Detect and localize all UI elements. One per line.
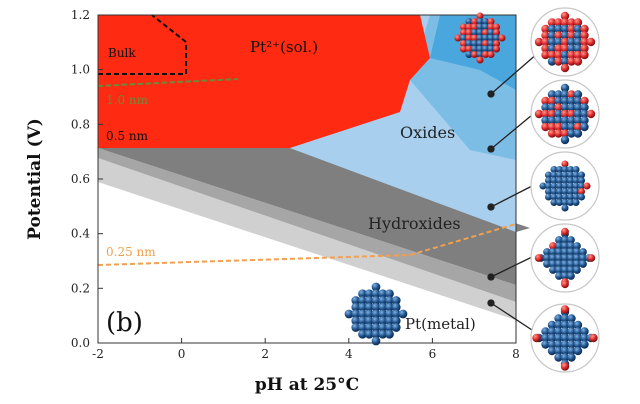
pt-cluster-hydroxide-icon (539, 160, 591, 212)
pt-cluster-oxide-partial-icon (534, 83, 596, 145)
y-tick-label: 0.0 (71, 336, 90, 350)
pt-cluster-metal-icon (532, 305, 598, 371)
x-tick-label: 6 (429, 347, 437, 361)
y-tick-label: 0.2 (71, 281, 90, 295)
hydroxides-label: Hydroxides (368, 214, 461, 233)
x-axis-title: pH at 25°C (255, 375, 359, 395)
pt-cluster-metal-inset-icon (344, 282, 408, 346)
hydroxide-mid-band (98, 148, 516, 302)
nm-0-5-label: 0.5 nm (106, 129, 149, 143)
bulk-label: Bulk (108, 46, 136, 60)
y-tick-label: 1.0 (71, 63, 90, 77)
nm-1-0-boundary-line (97, 78, 239, 87)
cluster-leaders (487, 52, 539, 331)
dissolved-label: Pt²⁺(sol.) (250, 38, 318, 56)
nm-1-0-label: 1.0 nm (106, 93, 149, 107)
dissolved-region (98, 15, 430, 148)
pt-cluster-top-icon (454, 12, 506, 64)
nm-0-25-boundary-line (97, 223, 517, 266)
cluster-frames (530, 7, 600, 373)
bulk-boundary-line (98, 14, 187, 75)
x-tick-label: 0 (178, 347, 186, 361)
y-tick-labels: 0.0 0.2 0.4 0.6 0.8 1.0 1.2 (71, 8, 90, 350)
y-tick-label: 0.8 (71, 117, 90, 131)
nm-0-25-label: 0.25 nm (106, 245, 156, 259)
hydroxide-light-band (98, 158, 516, 320)
metal-label: Pt(metal) (405, 315, 476, 333)
pt-cluster-oxide-rich-icon (534, 11, 596, 73)
hydroxide-dark-band (98, 148, 516, 285)
y-tick-label: 0.6 (71, 172, 90, 186)
x-tick-label: 8 (512, 347, 520, 361)
cluster-icons (344, 11, 598, 371)
y-tick-label: 0.4 (71, 227, 90, 241)
oxides-label: Oxides (400, 123, 455, 142)
axis-ticks (97, 14, 517, 344)
panel-label: (b) (106, 308, 143, 338)
x-tick-label: 2 (261, 347, 269, 361)
x-tick-labels: -2 0 2 4 6 8 (92, 347, 520, 361)
x-tick-label: -2 (92, 347, 104, 361)
y-tick-label: 1.2 (71, 8, 90, 22)
y-axis-title: Potential (V) (25, 118, 45, 240)
pt-cluster-partial-hydroxide-icon (534, 227, 596, 289)
x-tick-label: 4 (345, 347, 353, 361)
